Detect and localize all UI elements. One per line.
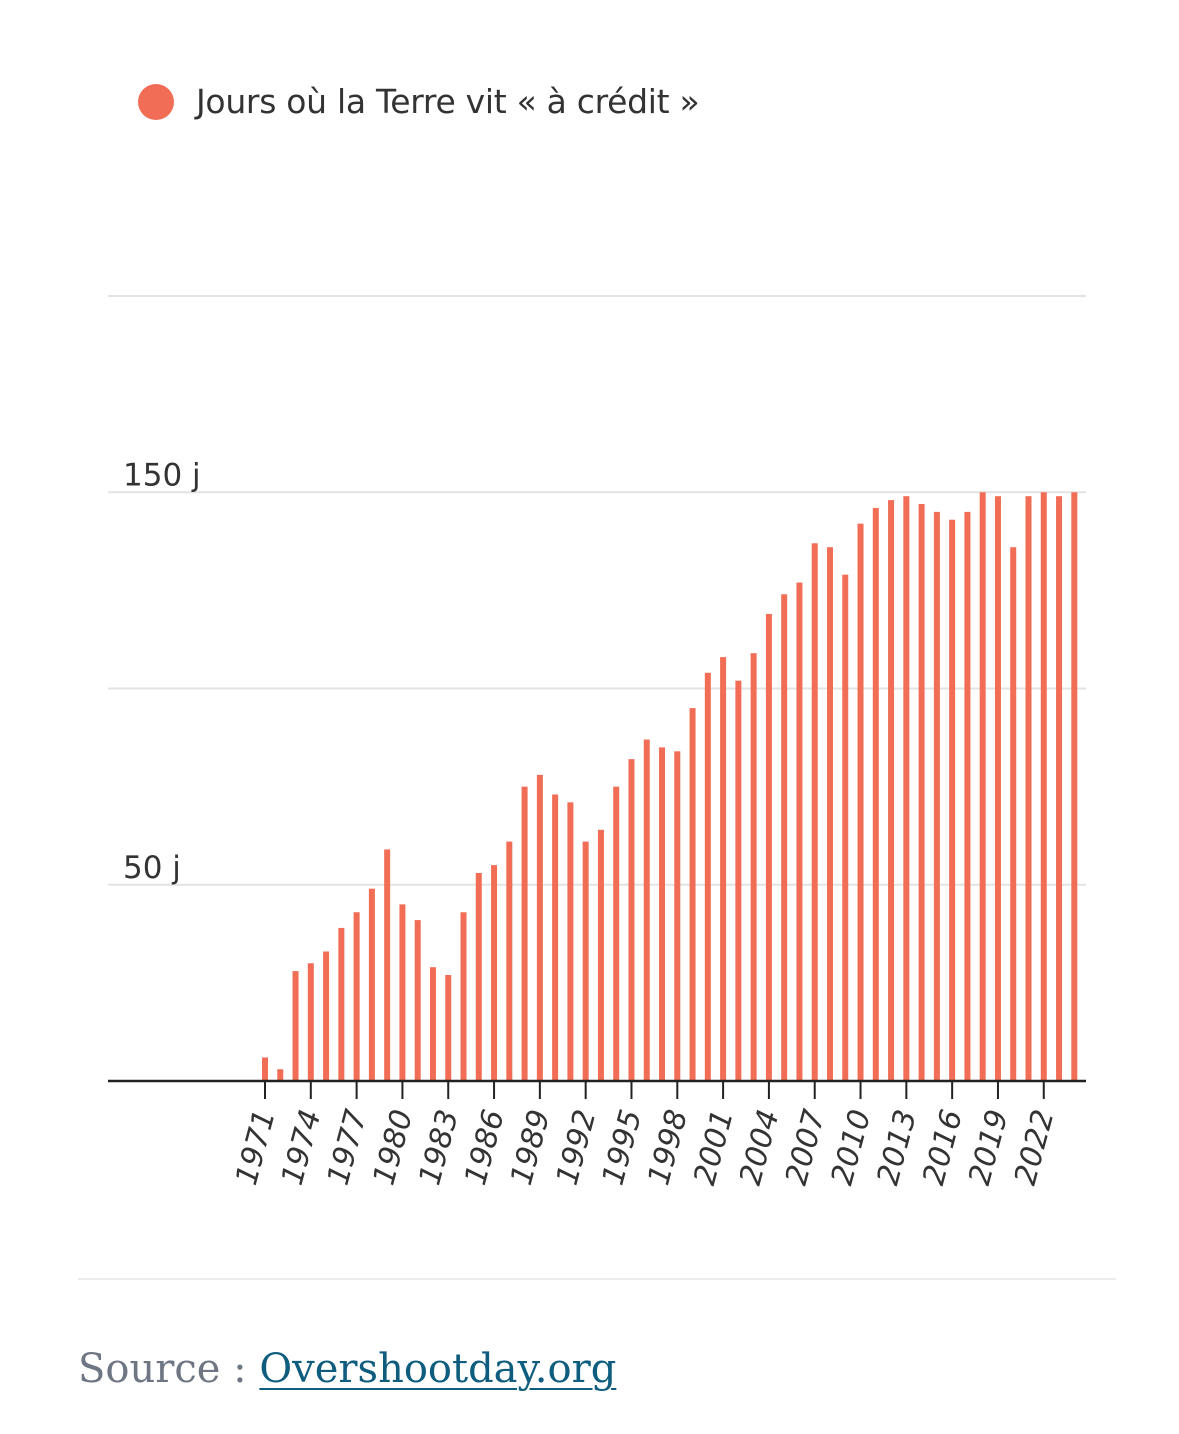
bar bbox=[582, 841, 589, 1081]
bar bbox=[628, 759, 635, 1081]
x-tick-label: 1998 bbox=[641, 1106, 695, 1189]
bar bbox=[994, 496, 1001, 1081]
bar bbox=[842, 574, 849, 1081]
bar bbox=[1056, 496, 1063, 1081]
bar bbox=[979, 492, 986, 1081]
y-tick-label: 150 j bbox=[123, 457, 201, 493]
bar bbox=[536, 774, 543, 1081]
bar bbox=[781, 594, 788, 1081]
legend-label: Jours où la Terre vit « à crédit » bbox=[196, 82, 700, 121]
bar bbox=[933, 511, 940, 1081]
bar bbox=[521, 786, 528, 1081]
x-tick-label: 2016 bbox=[916, 1106, 970, 1189]
y-tick-label: 50 j bbox=[123, 850, 181, 886]
bar bbox=[720, 657, 727, 1081]
bar bbox=[811, 543, 818, 1081]
bar bbox=[353, 912, 360, 1081]
source-divider bbox=[78, 1278, 1116, 1280]
bar bbox=[857, 523, 864, 1081]
x-tick-label: 1980 bbox=[367, 1106, 421, 1189]
bar bbox=[307, 963, 314, 1081]
source-line: Source : Overshootday.org bbox=[78, 1346, 616, 1392]
bar bbox=[323, 951, 330, 1081]
bar bbox=[1040, 492, 1047, 1081]
bar bbox=[735, 680, 742, 1081]
x-tick-label: 2001 bbox=[687, 1106, 741, 1189]
bar bbox=[689, 708, 696, 1081]
bar-chart: 150 j50 j1971197419771980198319861989199… bbox=[108, 295, 1086, 1189]
bar bbox=[506, 841, 513, 1081]
bar bbox=[384, 849, 391, 1081]
bar bbox=[1010, 547, 1017, 1081]
legend: Jours où la Terre vit « à crédit » bbox=[138, 82, 700, 121]
bar bbox=[552, 794, 559, 1081]
bar bbox=[750, 653, 757, 1081]
bar bbox=[338, 927, 345, 1081]
bar bbox=[1025, 496, 1032, 1081]
bar bbox=[292, 971, 299, 1081]
bar bbox=[704, 672, 711, 1081]
bar bbox=[429, 967, 436, 1081]
x-tick-label: 1974 bbox=[275, 1106, 329, 1189]
bar bbox=[368, 888, 375, 1081]
x-tick-label: 1986 bbox=[458, 1106, 512, 1189]
bar bbox=[903, 496, 910, 1081]
bar bbox=[674, 751, 681, 1081]
bar bbox=[277, 1069, 284, 1081]
x-tick-label: 2007 bbox=[779, 1106, 833, 1189]
bar bbox=[1071, 492, 1078, 1081]
bar bbox=[872, 507, 879, 1081]
x-tick-label: 1971 bbox=[229, 1106, 283, 1189]
x-tick-label: 2010 bbox=[825, 1106, 879, 1189]
x-tick-label: 1989 bbox=[504, 1106, 558, 1189]
bar bbox=[262, 1057, 268, 1081]
x-tick-label: 1977 bbox=[321, 1106, 375, 1189]
x-tick-label: 1983 bbox=[412, 1106, 466, 1189]
bar bbox=[888, 500, 895, 1082]
x-tick-label: 1995 bbox=[596, 1106, 650, 1189]
bar bbox=[964, 511, 971, 1081]
bar bbox=[445, 975, 452, 1081]
bar bbox=[826, 547, 833, 1081]
x-tick-label: 2022 bbox=[1008, 1106, 1062, 1189]
x-tick-label: 2013 bbox=[870, 1106, 924, 1189]
bar bbox=[475, 872, 482, 1081]
bar bbox=[949, 519, 956, 1081]
x-tick-label: 1992 bbox=[550, 1106, 604, 1189]
bar bbox=[765, 613, 772, 1081]
bar bbox=[414, 920, 421, 1081]
bar bbox=[659, 747, 666, 1081]
bar bbox=[399, 904, 406, 1081]
bar bbox=[613, 786, 620, 1081]
bar bbox=[597, 829, 604, 1081]
bar bbox=[567, 802, 574, 1081]
x-tick-label: 2004 bbox=[733, 1106, 787, 1189]
bar bbox=[643, 739, 650, 1081]
bar bbox=[918, 504, 925, 1081]
source-link[interactable]: Overshootday.org bbox=[259, 1346, 617, 1392]
bar bbox=[796, 582, 803, 1081]
bar bbox=[491, 865, 498, 1081]
legend-swatch bbox=[138, 83, 174, 120]
x-tick-label: 2019 bbox=[962, 1106, 1016, 1189]
bar bbox=[460, 912, 467, 1081]
source-prefix: Source : bbox=[78, 1346, 260, 1392]
